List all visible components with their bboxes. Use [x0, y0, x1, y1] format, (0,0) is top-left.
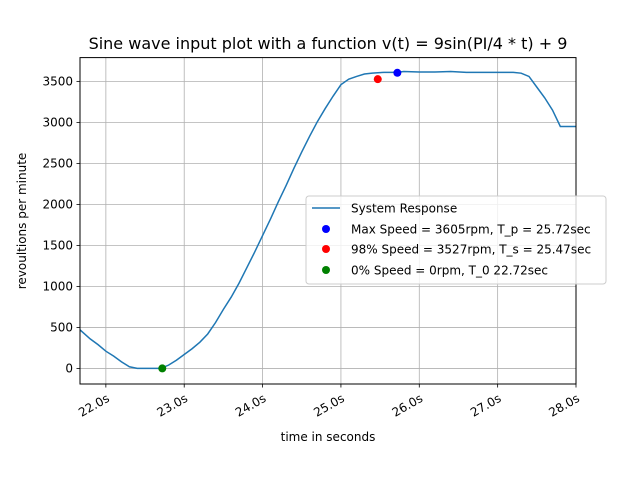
markers [158, 68, 402, 373]
zero-speed-marker [158, 364, 167, 373]
legend-box [305, 195, 607, 285]
y-tick-label: 1500 [42, 238, 73, 252]
y-axis-label: revoultions per minute [15, 153, 29, 290]
x-axis-label: time in seconds [281, 430, 376, 444]
legend-marker-swatch [322, 266, 330, 274]
plot-area [80, 70, 576, 370]
legend-label: System Response [351, 202, 457, 216]
legend-marker-swatch [322, 225, 330, 233]
y-tick-label: 1000 [42, 279, 73, 293]
y-tick-label: 2500 [42, 156, 73, 170]
series-line-system-response [80, 70, 576, 370]
y-axis: 0 500 1000 1500 2000 2500 3000 3500 [42, 74, 80, 375]
legend-label: 0% Speed = 0rpm, T_0 22.72sec [351, 264, 548, 278]
legend-label: 98% Speed = 3527rpm, T_s = 25.47sec [351, 243, 591, 257]
max-speed-marker [393, 68, 402, 77]
y-tick-label: 500 [50, 320, 73, 334]
y-tick-label: 2000 [42, 197, 73, 211]
y-tick-label: 3000 [42, 115, 73, 129]
chart-title: Sine wave input plot with a function v(t… [89, 34, 568, 53]
y-tick-label: 0 [65, 361, 73, 375]
y-tick-label: 3500 [42, 74, 73, 88]
legend-marker-swatch [322, 245, 330, 253]
settling-speed-marker [373, 75, 382, 84]
legend-label: Max Speed = 3605rpm, T_p = 25.72sec [351, 223, 591, 237]
legend: System Response Max Speed = 3605rpm, T_p … [305, 195, 607, 285]
